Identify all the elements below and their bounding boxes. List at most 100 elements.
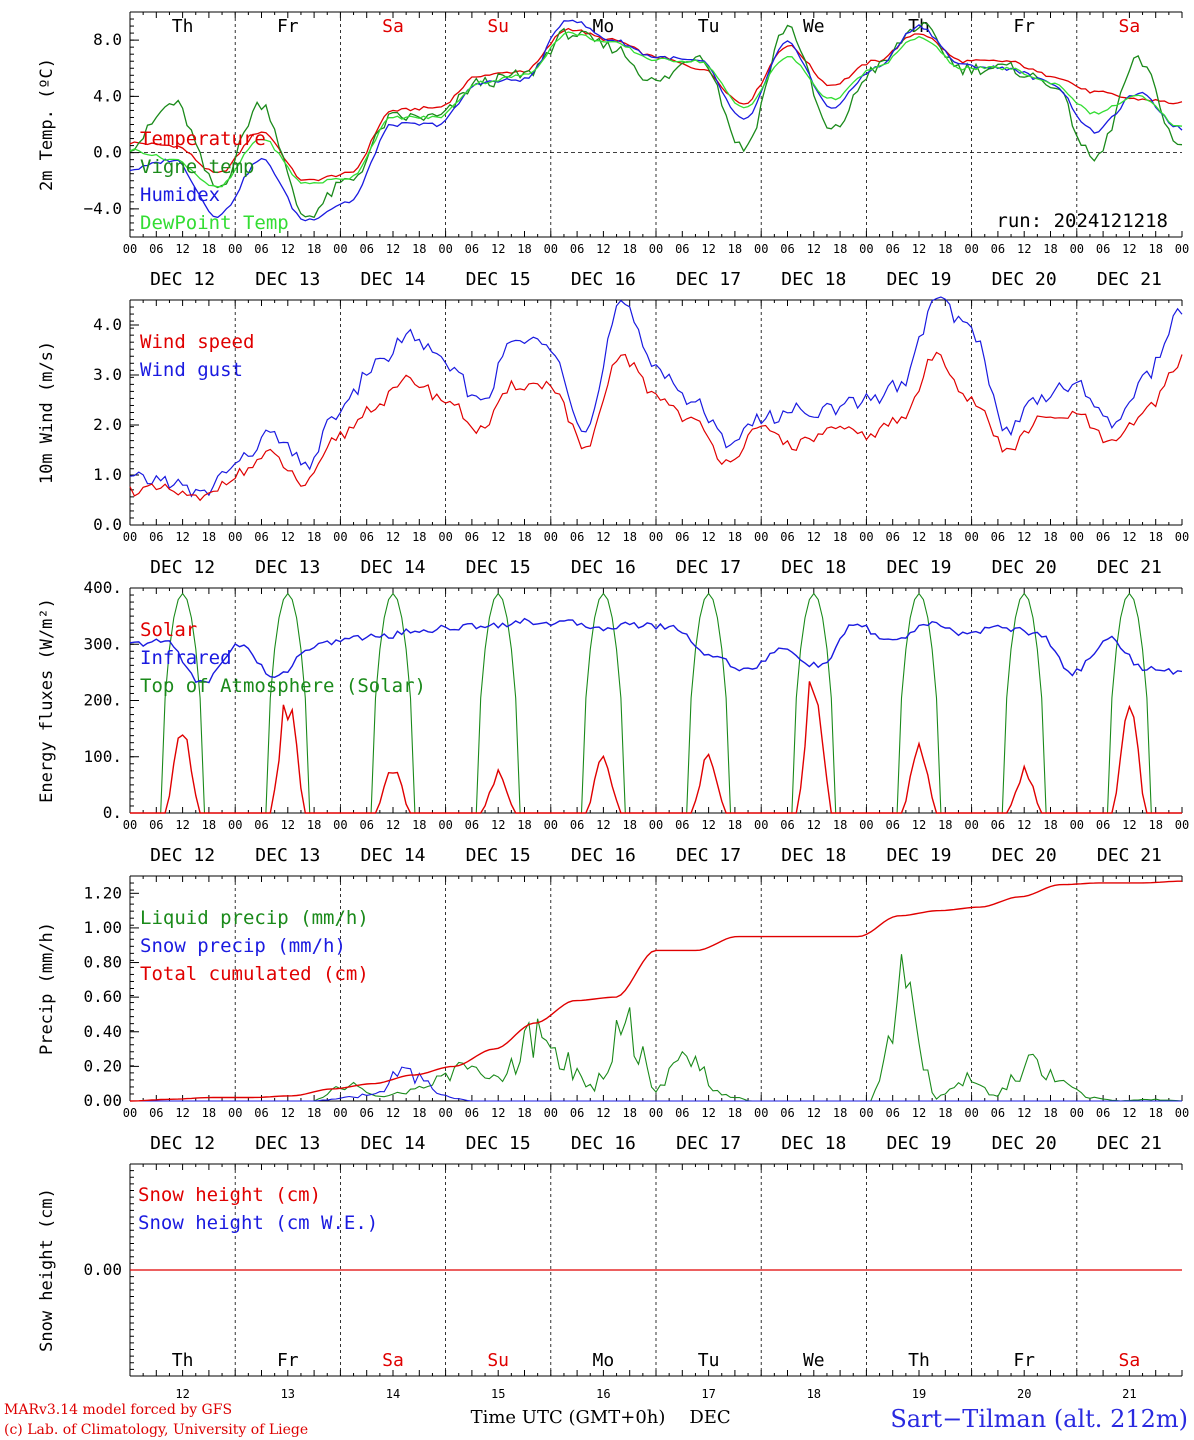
hour-tick-label: 06	[780, 530, 794, 544]
hour-tick-label: 18	[307, 818, 321, 832]
legend-entry: DewPoint Temp	[140, 212, 289, 234]
date-label: DEC 19	[886, 1133, 951, 1154]
date-label: DEC 19	[886, 269, 951, 290]
y-tick-label: 200.	[83, 691, 122, 710]
hour-tick-label: 12	[807, 242, 821, 256]
date-label: DEC 19	[886, 845, 951, 866]
date-label: DEC 16	[571, 269, 636, 290]
date-label: DEC 14	[360, 269, 425, 290]
legend: Snow height (cm) Snow height (cm W.E.)	[138, 1184, 378, 1234]
legend-entry: Snow precip (mm/h)	[140, 935, 346, 957]
hour-tick-label: 18	[938, 242, 952, 256]
hour-tick-label: 18	[728, 1106, 742, 1120]
hour-tick-label: 12	[807, 1106, 821, 1120]
hour-tick-label: 00	[649, 818, 663, 832]
hour-tick-label: 06	[254, 1106, 268, 1120]
date-label: DEC 21	[1097, 845, 1162, 866]
x-axis-label: Time UTC (GMT+0h)	[471, 1407, 666, 1428]
hour-tick-label: 06	[885, 1106, 899, 1120]
legend-entry: Liquid precip (mm/h)	[140, 907, 369, 929]
hour-tick-label: 12	[281, 1106, 295, 1120]
date-label: DEC 18	[781, 1133, 846, 1154]
hour-tick-label: 18	[517, 530, 531, 544]
hour-tick-label: 12	[175, 242, 189, 256]
day-number: 13	[281, 1387, 295, 1401]
hour-tick-label: 12	[912, 242, 926, 256]
station-name: Sart−Tilman (alt. 212m)	[890, 1405, 1188, 1433]
y-tick-label: 400.	[83, 578, 122, 597]
date-label: DEC 14	[360, 557, 425, 578]
legend-entry: Top of Atmosphere (Solar)	[140, 675, 426, 697]
day-number: 19	[912, 1387, 926, 1401]
hour-tick-label: 00	[438, 1106, 452, 1120]
hour-tick-label: 12	[175, 1106, 189, 1120]
hour-tick-label: 00	[649, 1106, 663, 1120]
day-name: Th	[908, 16, 930, 37]
hour-tick-label: 06	[675, 818, 689, 832]
date-label: DEC 20	[992, 269, 1057, 290]
hour-tick-label: 06	[675, 1106, 689, 1120]
hour-tick-label: 18	[622, 242, 636, 256]
hour-tick-label: 12	[491, 1106, 505, 1120]
date-label: DEC 14	[360, 1133, 425, 1154]
hour-tick-label: 18	[622, 1106, 636, 1120]
date-label: DEC 16	[571, 845, 636, 866]
day-number: 15	[491, 1387, 505, 1401]
hour-labels: 00 06 12 18 00 06 12 18 00 06 12 18 00 06 12 18 00 06 12 18…	[123, 1106, 1189, 1120]
legend-entry: Vigne temp	[140, 156, 254, 178]
series-line	[130, 681, 1182, 814]
date-label: DEC 17	[676, 557, 741, 578]
hour-tick-label: 00	[754, 530, 768, 544]
hour-tick-label: 18	[833, 242, 847, 256]
date-label: DEC 13	[255, 845, 320, 866]
date-label: DEC 21	[1097, 557, 1162, 578]
legend: Temperature Vigne temp Humidex DewPoint Tem…	[140, 128, 289, 234]
y-tick-label: 4.0	[93, 315, 122, 334]
hour-tick-label: 12	[281, 818, 295, 832]
date-label: DEC 14	[360, 845, 425, 866]
legend-entry: Humidex	[140, 184, 220, 206]
hour-tick-label: 00	[123, 1106, 137, 1120]
day-name: Sa	[382, 1350, 404, 1371]
hour-tick-label: 00	[544, 242, 558, 256]
hour-tick-label: 12	[1122, 242, 1136, 256]
hour-tick-label: 00	[438, 242, 452, 256]
legend: Wind speed Wind gust	[140, 331, 254, 381]
hour-tick-label: 18	[938, 530, 952, 544]
day-number: 12	[175, 1387, 189, 1401]
hour-tick-label: 06	[465, 1106, 479, 1120]
y-tick-label: 0.20	[83, 1056, 122, 1075]
date-label: DEC 20	[992, 845, 1057, 866]
date-label: DEC 16	[571, 1133, 636, 1154]
y-tick-label: 0.80	[83, 953, 122, 972]
hour-tick-label: 06	[780, 1106, 794, 1120]
date-label: DEC 13	[255, 269, 320, 290]
hour-tick-label: 06	[1096, 1106, 1110, 1120]
hour-tick-label: 06	[991, 1106, 1005, 1120]
hour-tick-label: 12	[386, 530, 400, 544]
date-labels: DEC 12 DEC 13 DEC 14 DEC 15 DEC 16 DEC 17 DEC …	[150, 1133, 1162, 1154]
hour-tick-label: 12	[491, 530, 505, 544]
y-tick-label: 4.0	[93, 86, 122, 105]
hour-tick-label: 06	[1096, 818, 1110, 832]
day-number: 17	[701, 1387, 715, 1401]
day-name: Mo	[593, 16, 615, 37]
hour-tick-label: 06	[359, 1106, 373, 1120]
day-name: Su	[487, 1350, 509, 1371]
date-label: DEC 18	[781, 845, 846, 866]
hour-tick-label: 06	[570, 818, 584, 832]
x-axis-month: DEC	[689, 1407, 730, 1428]
hour-tick-label: 06	[359, 530, 373, 544]
y-tick-label: 0.00	[83, 1091, 122, 1110]
date-label: DEC 15	[466, 1133, 531, 1154]
day-number: 18	[807, 1387, 821, 1401]
hour-tick-label: 06	[149, 818, 163, 832]
date-label: DEC 20	[992, 1133, 1057, 1154]
hour-tick-label: 06	[991, 818, 1005, 832]
hour-tick-label: 00	[123, 818, 137, 832]
hour-tick-label: 00	[123, 242, 137, 256]
day-name: We	[803, 16, 825, 37]
hour-tick-label: 00	[649, 530, 663, 544]
